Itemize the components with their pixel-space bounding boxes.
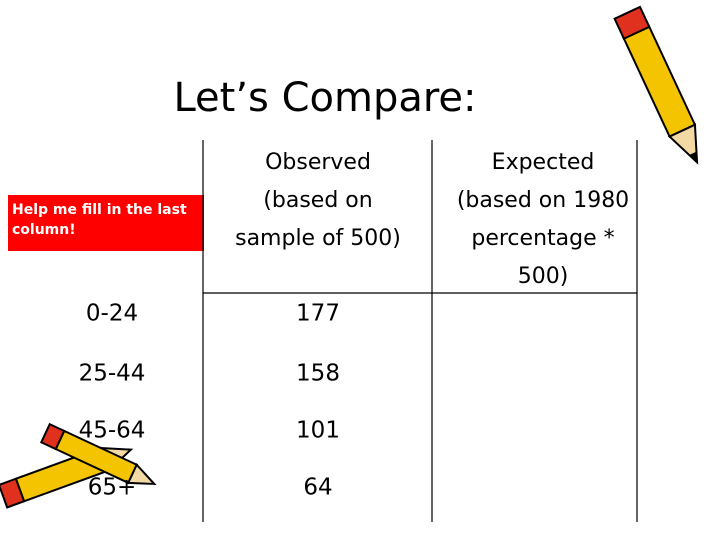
column-header: (based on — [263, 188, 372, 213]
row-label: 65+ — [88, 475, 137, 501]
note-container: Help me fill in the last column! — [12, 202, 187, 238]
column-header: (based on 1980 — [457, 188, 629, 213]
column-header: Observed — [265, 150, 371, 175]
observed-value: 158 — [296, 361, 340, 387]
observed-value: 177 — [296, 301, 340, 327]
row-label: 45-64 — [79, 418, 146, 444]
row-label: 25-44 — [79, 361, 146, 387]
column-header: percentage * — [471, 226, 614, 251]
observed-value: 101 — [296, 418, 340, 444]
column-header: sample of 500) — [235, 226, 401, 251]
column-header: Expected — [492, 150, 595, 175]
slide-title: Let’s Compare: — [173, 75, 476, 121]
observed-value: 64 — [303, 475, 332, 501]
row-label: 0-24 — [86, 301, 138, 327]
table-lines — [202, 140, 638, 522]
pencil-icon — [613, 5, 699, 165]
note-text: Help me fill in the last column! — [12, 202, 187, 238]
column-header: 500) — [518, 264, 569, 289]
note-box — [8, 195, 204, 251]
pencil-icon — [39, 422, 157, 486]
